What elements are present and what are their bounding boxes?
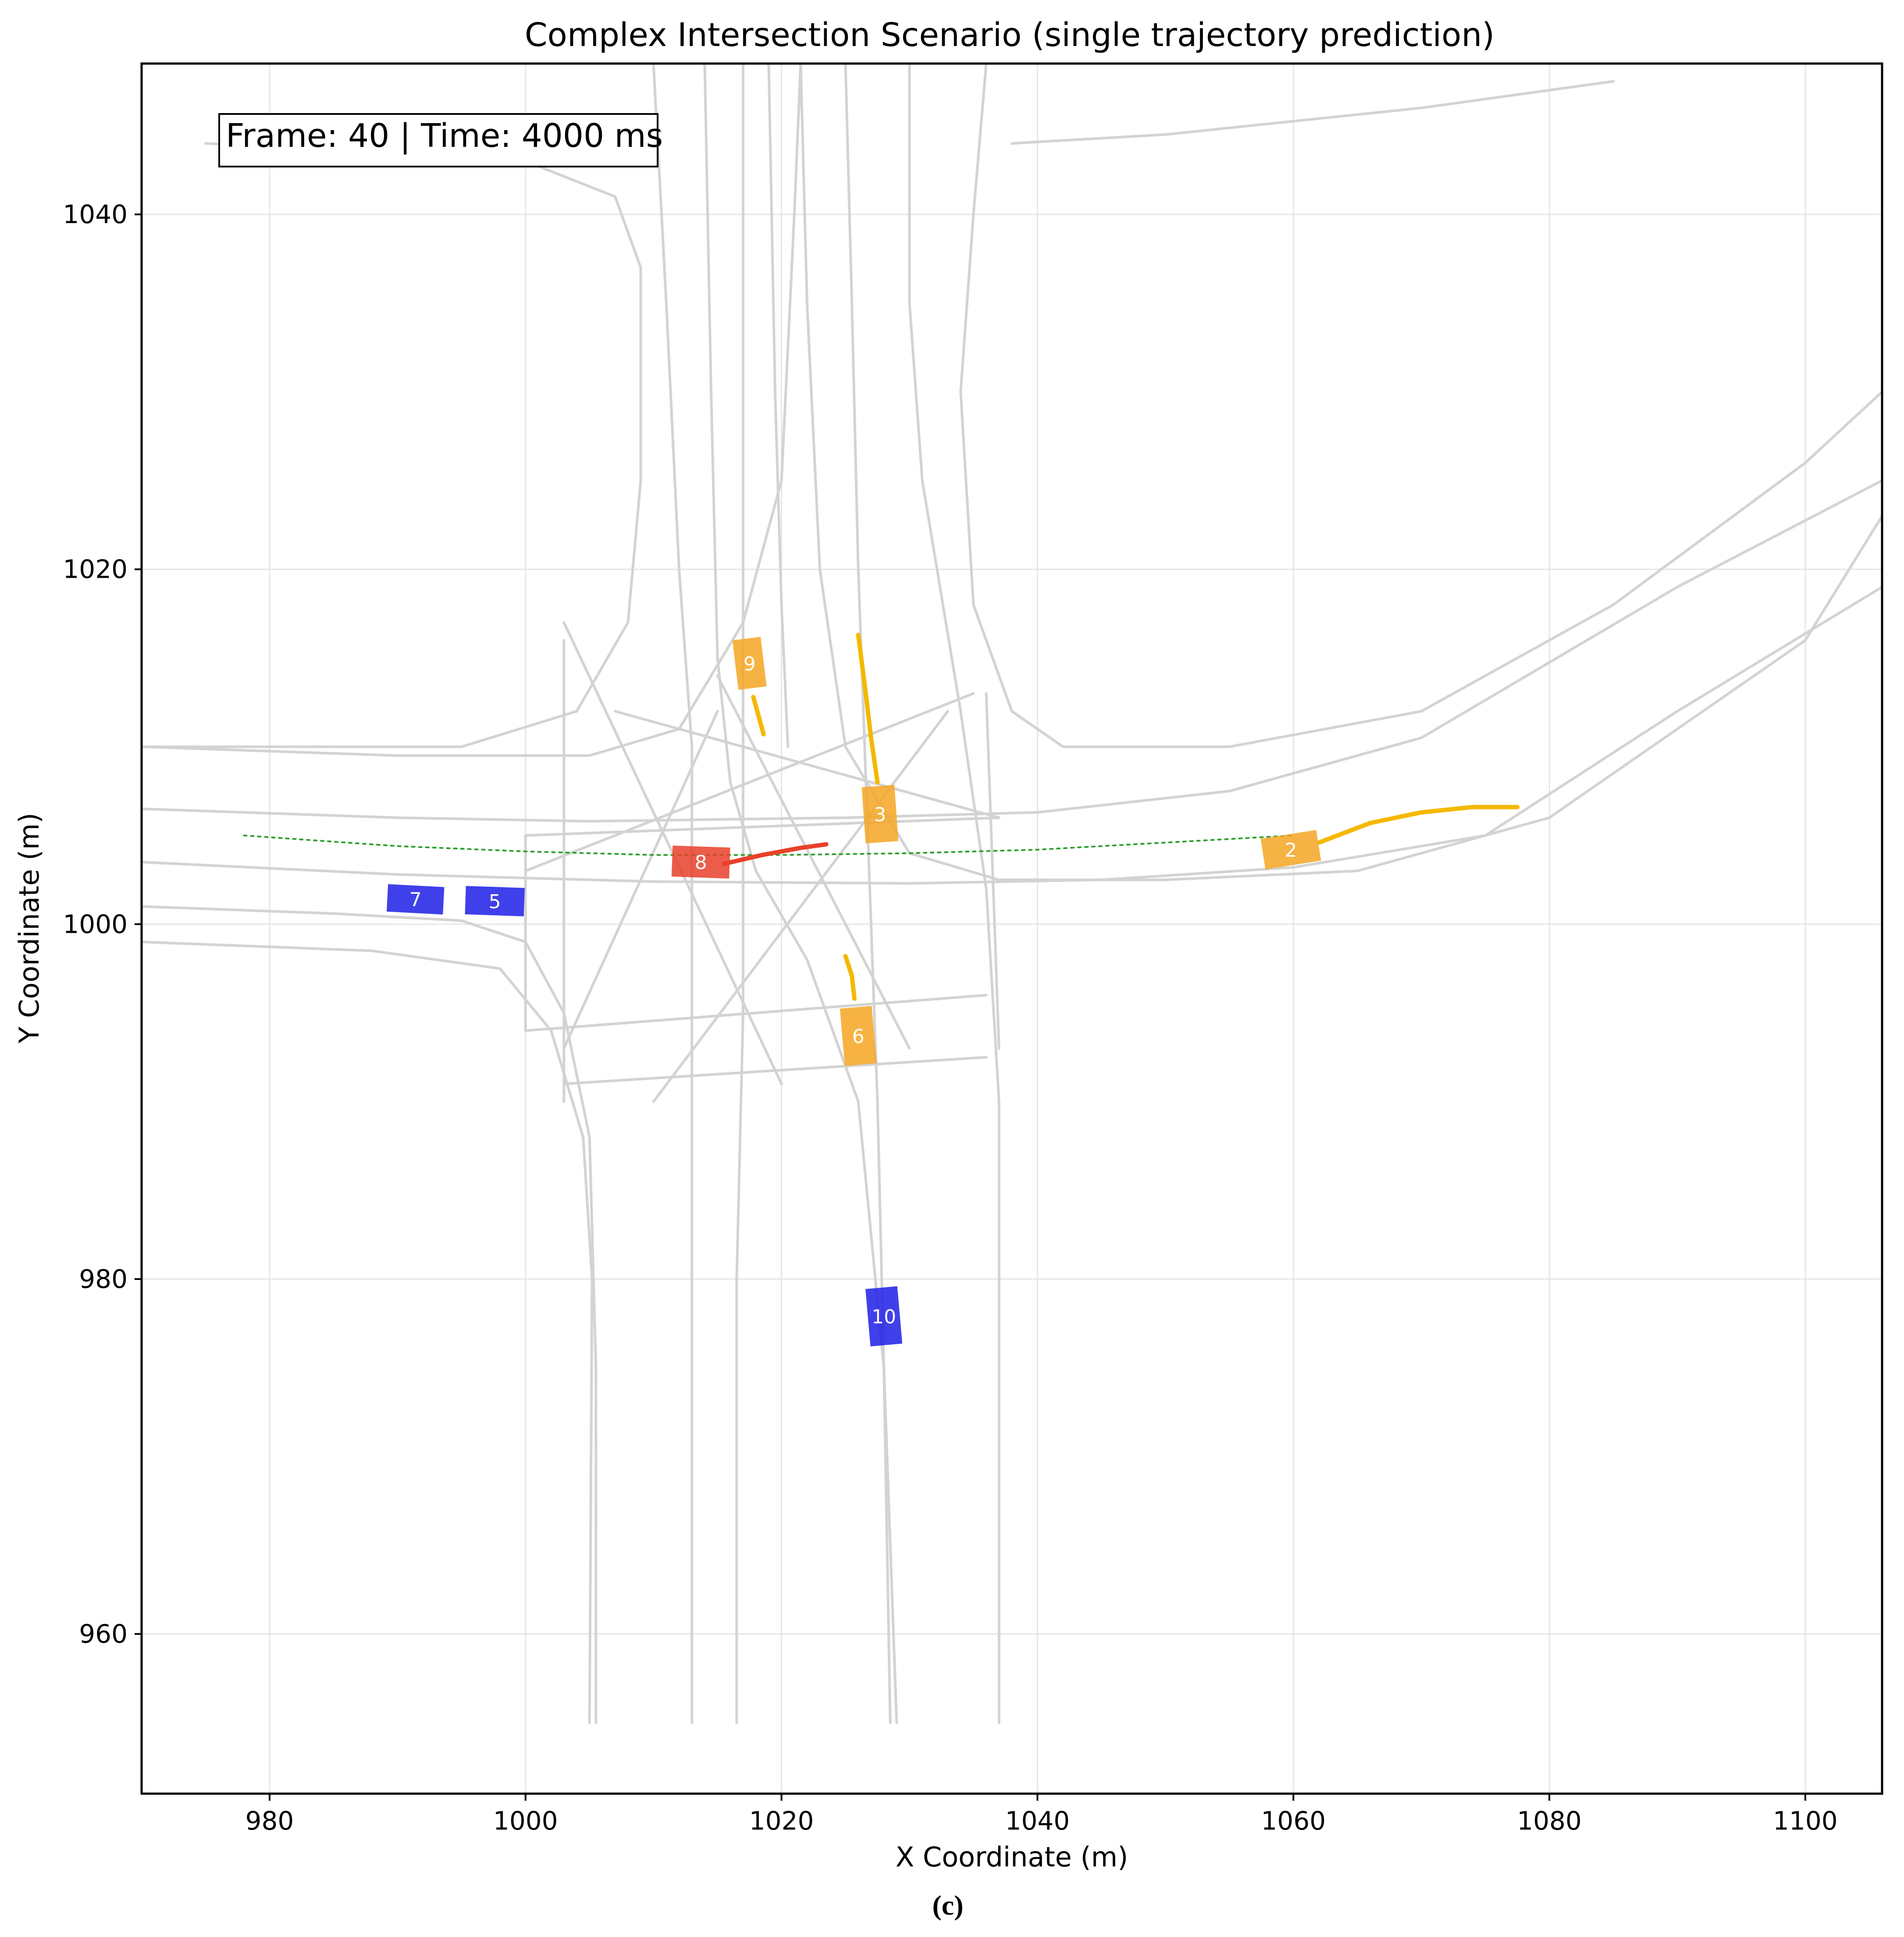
vehicle-9: [732, 636, 767, 690]
lane-boundary: [908, 64, 1000, 1724]
vehicle-label-2: 2: [1285, 839, 1297, 861]
lane-boundary: [799, 64, 1882, 881]
x-axis-label: X Coordinate (m): [896, 1841, 1128, 1873]
y-tick-label: 960: [79, 1619, 128, 1649]
lane-boundary: [614, 710, 1000, 819]
lane-boundary: [142, 479, 1882, 823]
lane-boundary: [142, 64, 802, 757]
vehicle-5: [465, 886, 525, 917]
vehicle-box-10: [865, 1286, 903, 1347]
frame-info-text: Frame: 40 | Time: 4000 ms: [226, 117, 663, 155]
vehicle-box-6: [840, 1006, 877, 1066]
trajectory-8: [722, 842, 829, 866]
x-tick-label: 1080: [1517, 1806, 1582, 1836]
vehicle-label-3: 3: [874, 803, 886, 826]
lane-boundary: [735, 64, 744, 1724]
trajectory-2: [1317, 805, 1520, 845]
vehicle-3: [861, 785, 899, 844]
vehicle-box-2: [1260, 830, 1321, 870]
y-tick-label: 1000: [63, 909, 128, 939]
vehicle-label-6: 6: [852, 1025, 865, 1048]
vehicle-box-3: [861, 785, 899, 844]
vehicle-layer: 2 3 6 9 8 5 7 10: [386, 636, 1321, 1347]
trajectory-9: [751, 695, 766, 737]
y-tick-label: 1020: [63, 554, 128, 584]
vehicle-box-7: [386, 884, 445, 915]
reference-path-layer: [243, 835, 1295, 856]
vehicle-label-10: 10: [872, 1306, 896, 1328]
y-axis-label: Y Coordinate (m): [13, 813, 45, 1044]
lane-boundary: [142, 905, 598, 1724]
chart-title: Complex Intersection Scenario (single tr…: [525, 16, 1495, 54]
lane-boundary: [652, 64, 694, 1724]
y-tick-label: 1040: [63, 199, 128, 229]
vehicle-box-9: [732, 636, 767, 690]
vehicle-6: [840, 1006, 877, 1066]
lane-boundary: [652, 710, 949, 1103]
vehicle-7: [386, 884, 445, 915]
lane-boundary: [524, 816, 1000, 837]
trajectory-3: [856, 633, 880, 785]
vehicle-10: [865, 1286, 903, 1347]
vehicle-label-5: 5: [489, 891, 501, 913]
x-tick-label: 1000: [493, 1806, 558, 1836]
lane-boundary: [767, 64, 790, 748]
panel-caption: (c): [932, 1890, 963, 1921]
x-tick-label: 1100: [1773, 1806, 1838, 1836]
vehicle-box-8: [671, 846, 730, 879]
lane-boundary: [703, 64, 898, 1724]
grid: [142, 64, 1882, 1794]
vehicle-label-8: 8: [695, 852, 707, 874]
x-tick-label: 980: [246, 1806, 294, 1836]
plot-frame: [140, 62, 1883, 1795]
lane-boundary: [524, 692, 975, 872]
vehicle-box-5: [465, 886, 525, 917]
vehicle-8: [671, 846, 730, 879]
x-tick-label: 1060: [1261, 1806, 1326, 1836]
frame-info-border: [218, 113, 658, 167]
axis-ticks: 980 1000 1020 1040 1060 1080 11009609801000102…: [63, 199, 1837, 1836]
vehicle-2: [1260, 830, 1321, 870]
lane-boundary: [985, 692, 1000, 1050]
lane-boundary: [562, 710, 719, 1050]
trajectory-layer: [722, 633, 1520, 1001]
lane-boundary: [142, 940, 594, 1724]
vehicle-label-7: 7: [409, 889, 422, 911]
frame-info-box: Frame: 40 | Time: 4000 ms: [218, 113, 663, 167]
lane-boundary: [1011, 80, 1615, 145]
lane-boundary: [959, 64, 1882, 748]
vehicle-label-9: 9: [744, 653, 756, 675]
reference-path: [243, 835, 1295, 856]
trajectory-6: [843, 954, 857, 1001]
lane-boundary: [716, 674, 911, 1050]
x-tick-label: 1020: [749, 1806, 814, 1836]
lane-boundary: [524, 994, 988, 1032]
y-tick-label: 980: [79, 1264, 128, 1294]
x-tick-label: 1040: [1005, 1806, 1070, 1836]
